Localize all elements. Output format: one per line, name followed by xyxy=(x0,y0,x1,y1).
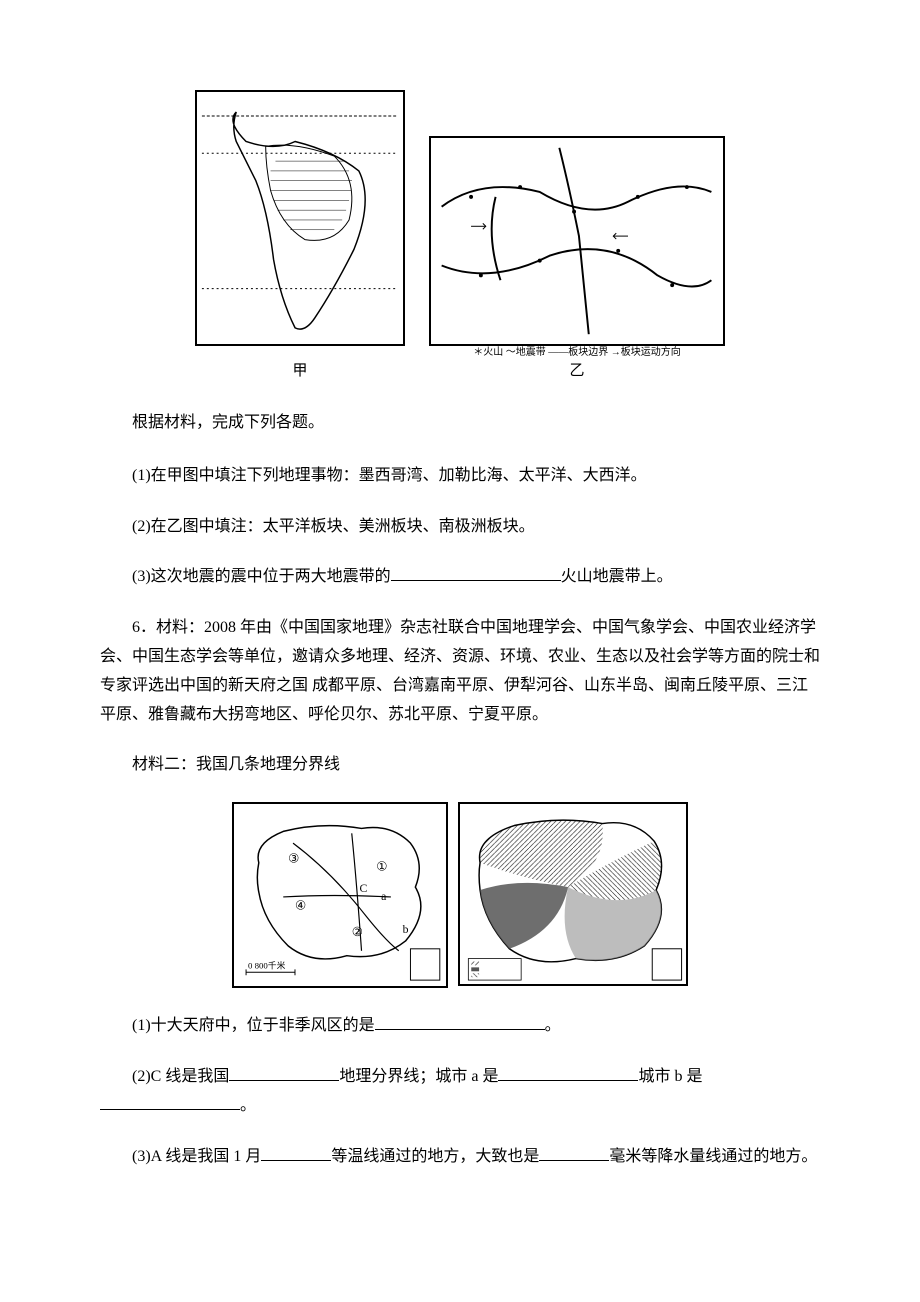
question-6-material: 6．材料：2008 年由《中国国家地理》杂志社联合中国地理学会、中国气象学会、中… xyxy=(100,614,820,729)
figure-yi-legend: ＊火山 ～地震带 ——板块边界 →板块运动方向 xyxy=(431,344,723,362)
blank-1-3[interactable] xyxy=(391,580,561,581)
question-1-2: (2)在乙图中填注：太平洋板块、美洲板块、南极洲板块。 xyxy=(100,513,820,542)
blank-2-2a[interactable] xyxy=(229,1080,339,1081)
q2-1-post: 。 xyxy=(545,1017,561,1034)
blank-2-3a[interactable] xyxy=(261,1160,331,1161)
question-2-3: (3)A 线是我国 1 月 等温线通过的地方，大致也是 毫米等降水量线通过的地方。 xyxy=(100,1143,820,1172)
figure-jia-wrapper xyxy=(195,90,405,346)
label-b: b xyxy=(403,923,409,936)
scale-label: 0 800千米 xyxy=(248,960,286,971)
blank-2-1[interactable] xyxy=(375,1029,545,1030)
label-big-c: C xyxy=(360,882,368,895)
question-2-2-line1: (2)C 线是我国 地理分界线；城市 a 是 城市 b 是 xyxy=(100,1063,820,1092)
section1-intro: 根据材料，完成下列各题。 xyxy=(100,409,820,438)
figure-china-2 xyxy=(458,802,688,986)
figure-row-2: ① ② ③ ④ a b C 0 800千米 xyxy=(100,802,820,988)
caption-jia: 甲 xyxy=(195,358,405,385)
q2-2-c: 城市 b 是 xyxy=(638,1068,702,1085)
figure-row-1: ＊火山 ～地震带 ——板块边界 →板块运动方向 xyxy=(100,90,820,346)
q1-3-pre: (3)这次地震的震中位于两大地震带的 xyxy=(132,568,391,585)
label-circle-2: ② xyxy=(352,925,363,939)
china-map-2-sketch xyxy=(460,804,686,984)
label-circle-1: ① xyxy=(376,860,387,874)
question-2-2-line2: 。 xyxy=(100,1092,820,1121)
q2-2-b: 地理分界线；城市 a 是 xyxy=(339,1068,498,1085)
question-2-1: (1)十大天府中，位于非季风区的是 。 xyxy=(100,1012,820,1041)
figure-jia xyxy=(195,90,405,346)
material-2-title: 材料二：我国几条地理分界线 xyxy=(100,751,820,780)
blank-2-2c[interactable] xyxy=(100,1109,240,1110)
q6-body: 材料：2008 年由《中国国家地理》杂志社联合中国地理学会、中国气象学会、中国农… xyxy=(100,619,820,722)
q2-1-pre: (1)十大天府中，位于非季风区的是 xyxy=(132,1017,375,1034)
q2-3-c: 毫米等降水量线通过的地方。 xyxy=(609,1148,817,1165)
blank-2-2b[interactable] xyxy=(498,1080,638,1081)
q2-2-end: 。 xyxy=(240,1097,256,1114)
label-circle-4: ④ xyxy=(295,899,306,913)
plate-map-sketch xyxy=(431,138,723,344)
label-circle-3: ③ xyxy=(288,852,299,866)
blank-2-3b[interactable] xyxy=(539,1160,609,1161)
q2-2-a: (2)C 线是我国 xyxy=(132,1068,229,1085)
question-1-1: (1)在甲图中填注下列地理事物：墨西哥湾、加勒比海、太平洋、大西洋。 xyxy=(100,462,820,491)
south-america-map-sketch xyxy=(197,92,403,344)
q6-prefix: 6． xyxy=(132,619,156,636)
figure-china-1: ① ② ③ ④ a b C 0 800千米 xyxy=(232,802,448,988)
caption-yi: 乙 xyxy=(429,358,725,385)
q2-3-a: (3)A 线是我国 1 月 xyxy=(132,1148,261,1165)
figure-yi: ＊火山 ～地震带 ——板块边界 →板块运动方向 xyxy=(429,136,725,346)
caption-row-1: 甲 乙 xyxy=(100,358,820,385)
question-1-3: (3)这次地震的震中位于两大地震带的 火山地震带上。 xyxy=(100,563,820,592)
q1-3-post: 火山地震带上。 xyxy=(561,568,673,585)
figure-yi-wrapper: ＊火山 ～地震带 ——板块边界 →板块运动方向 xyxy=(429,136,725,346)
q2-3-b: 等温线通过的地方，大致也是 xyxy=(331,1148,539,1165)
china-map-1-sketch: ① ② ③ ④ a b C 0 800千米 xyxy=(234,804,446,986)
label-a: a xyxy=(381,890,387,903)
